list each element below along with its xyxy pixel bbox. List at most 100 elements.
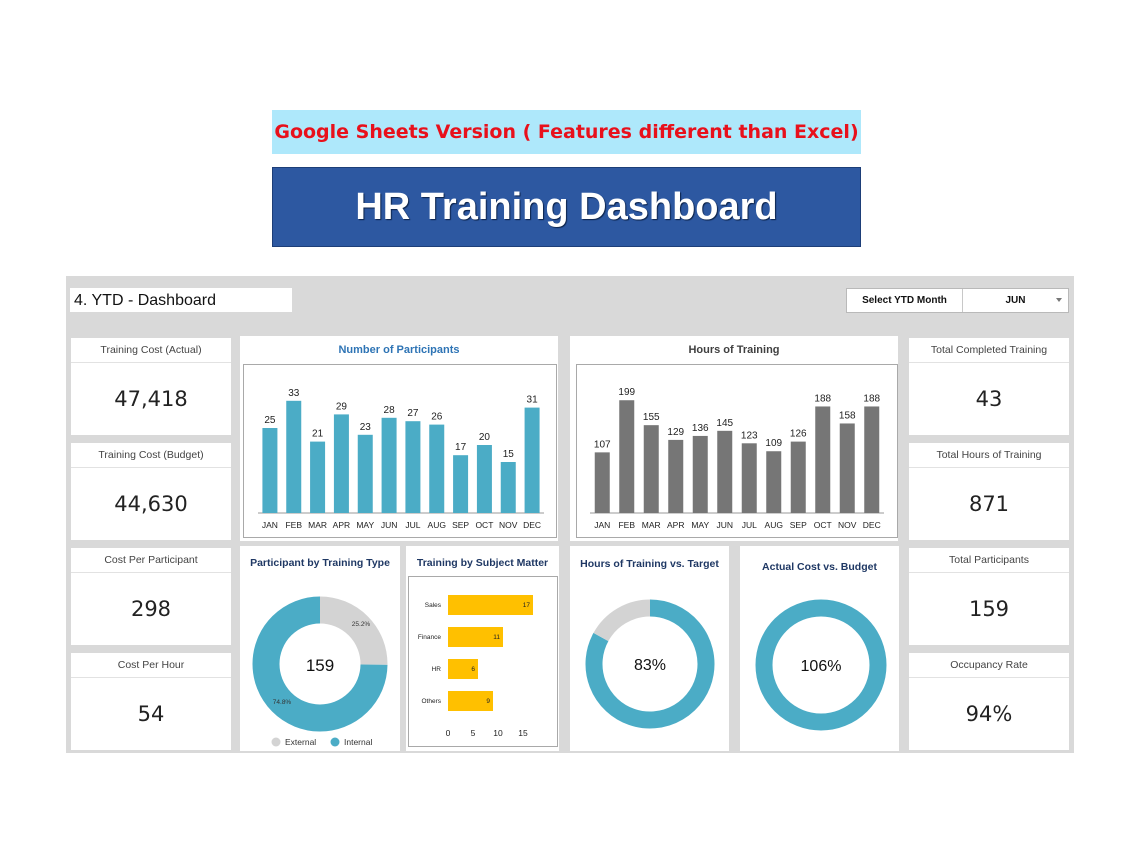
bar-may [357,434,373,513]
bar-nov [500,462,516,513]
kpi-total-participants: Total Participants 159 [909,548,1069,645]
bar-aug [766,451,782,513]
slice-label-external: 25.2% [352,621,371,628]
tick-label-nov: NOV [838,520,857,530]
tick-label-apr: APR [333,520,350,530]
bar-jul [405,421,421,513]
slice-label-internal: 74.8% [273,699,292,706]
ytd-month-selector[interactable]: Select YTD Month JUN [846,288,1069,313]
data-label-dec: 31 [527,395,539,406]
tick-label-jan: JAN [262,520,278,530]
data-label-nov: 15 [503,449,515,460]
kpi-value: 44,630 [114,492,188,516]
bar-jan [594,452,610,513]
cost-vs-budget-segment-0 [755,599,887,731]
kpi-value: 159 [968,597,1010,621]
bar-mar [643,425,659,513]
training-type-panel: Participant by Training Type 159 25.2% 74.… [240,546,400,751]
bar-apr [668,439,684,513]
bar-apr [333,414,349,513]
kpi-value: 871 [968,492,1010,516]
tick-label-aug: AUG [428,520,446,530]
tick-label-jul: JUL [742,520,757,530]
category-label-finance: Finance [418,634,442,641]
data-label-mar: 21 [312,429,324,440]
bar-sep [453,455,469,513]
bar-may [692,435,708,513]
kpi-label: Total Hours of Training [909,443,1069,468]
participants-chart-panel: Number of Participants 25 JAN 33 FEB 21 MAR 29… [240,336,558,541]
tick-label-jun: JUN [716,520,733,530]
select-ytd-month-label: Select YTD Month [847,289,963,312]
data-label-hr: 6 [471,666,475,673]
legend-marker-external [271,737,281,747]
kpi-label: Total Completed Training [909,338,1069,363]
subject-matter-bar-chart: Sales 17 Finance 11 HR 6 Others 9 0 5 10 15 [418,595,533,738]
bar-nov [839,423,855,513]
tick-label-oct: OCT [475,520,493,530]
tick-label-mar: MAR [642,520,661,530]
ytd-month-dropdown[interactable]: JUN [963,289,1068,312]
hours-vs-target-panel: Hours of Training vs. Target 83% [570,546,729,751]
kpi-label: Total Participants [909,548,1069,573]
tick-label-may: MAY [691,520,709,530]
training-type-title: Participant by Training Type [250,557,390,569]
kpi-label: Training Cost (Actual) [71,338,231,363]
data-label-mar: 155 [643,412,660,423]
data-label-may: 23 [360,422,372,433]
kpi-value: 298 [130,597,172,621]
ytd-month-value: JUN [1005,295,1026,306]
data-label-others: 9 [486,698,490,705]
kpi-cost-per-participant: Cost Per Participant 298 [71,548,231,645]
bar-feb [286,400,302,513]
bar-dec [864,406,880,513]
data-label-sep: 126 [790,429,807,440]
hours-chart-panel: Hours of Training 107 JAN 199 FEB 155 MAR 129 A… [570,336,898,541]
data-label-apr: 129 [667,427,684,438]
bar-jan [262,428,278,513]
participants-chart-frame: 25 JAN 33 FEB 21 MAR 29 APR 23 MAY 28 JUN 27 JUL 26 AUG… [243,364,557,538]
version-note-banner: Google Sheets Version ( Features differe… [272,110,861,154]
kpi-label: Cost Per Participant [71,548,231,573]
data-label-jan: 25 [264,415,276,426]
data-label-jul: 27 [407,408,419,419]
tick-label-dec: DEC [863,520,881,530]
x-tick-label-15: 15 [518,728,528,738]
hbar-finance [448,627,503,647]
data-label-sep: 17 [455,442,467,453]
category-label-others: Others [421,698,441,705]
kpi-value: 94% [965,702,1013,726]
kpi-total-hours-of-training: Total Hours of Training 871 [909,443,1069,540]
tick-label-oct: OCT [814,520,832,530]
tick-label-jul: JUL [405,520,420,530]
data-label-aug: 109 [765,438,782,449]
data-label-aug: 26 [431,412,443,423]
chevron-down-icon[interactable] [1056,298,1062,302]
tick-label-may: MAY [356,520,374,530]
legend-marker-internal [330,737,340,747]
bar-oct [815,406,831,513]
kpi-label: Occupancy Rate [909,653,1069,678]
x-tick-label-0: 0 [446,728,451,738]
training-type-center-label: 159 [306,656,334,675]
data-label-dec: 188 [863,393,880,404]
cost-vs-budget-center-label: 106% [801,658,842,675]
hbar-others [448,691,493,711]
kpi-training-cost-actual: Training Cost (Actual) 47,418 [71,338,231,435]
data-label-feb: 199 [618,387,635,398]
hours-vs-target-segment-0 [585,599,715,729]
hours-vs-target-title: Hours of Training vs. Target [580,558,719,570]
subject-matter-title: Training by Subject Matter [416,557,549,569]
kpi-value: 47,418 [114,387,188,411]
bar-mar [310,441,326,513]
hours-vs-target-donut: 83% [585,599,715,729]
training-type-donut: 159 25.2% 74.8% External Internal [252,596,388,747]
data-label-feb: 33 [288,388,300,399]
legend-label-external: External [285,737,316,747]
tick-label-aug: AUG [765,520,783,530]
hours-vs-target-segment-1 [593,599,651,642]
kpi-cost-per-hour: Cost Per Hour 54 [71,653,231,750]
data-label-finance: 11 [493,634,500,641]
tick-label-sep: SEP [790,520,807,530]
bar-jul [741,443,757,513]
